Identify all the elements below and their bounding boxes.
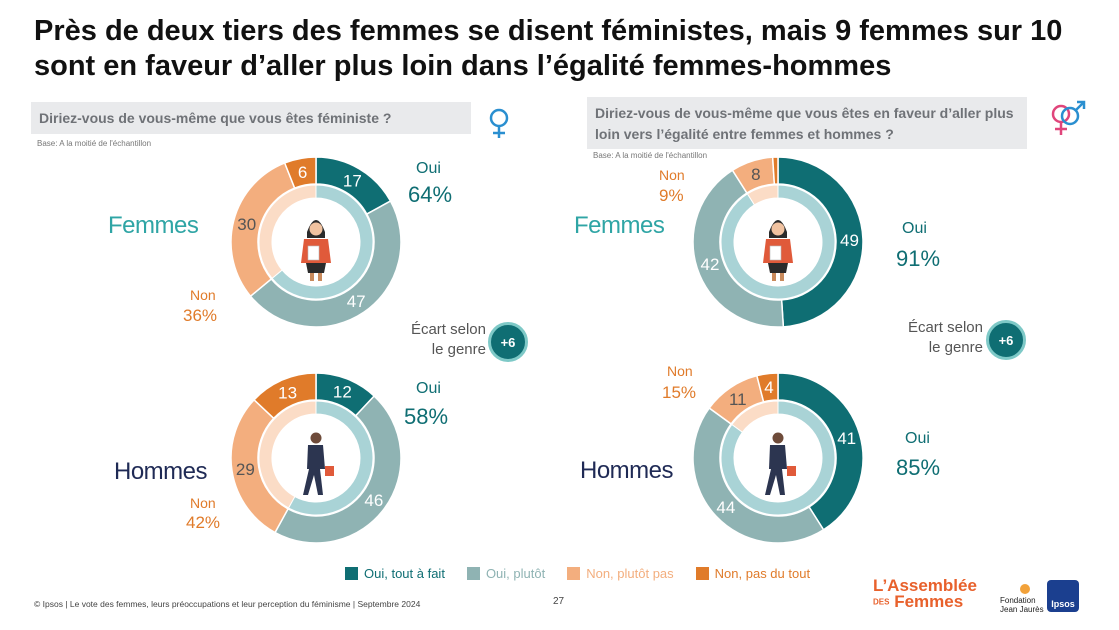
female-symbol-icon bbox=[489, 108, 509, 138]
oui-label: Oui bbox=[416, 160, 441, 177]
segment-value-label: 30 bbox=[237, 215, 256, 234]
segment-value-label: 42 bbox=[701, 255, 720, 274]
man-figure-icon bbox=[765, 432, 796, 495]
segment-value-label: 29 bbox=[236, 460, 255, 479]
page-title: Près de deux tiers des femmes se disent … bbox=[34, 15, 1063, 82]
footer-source: © Ipsos | Le vote des femmes, leurs préo… bbox=[34, 599, 421, 609]
inner-ring-oui bbox=[720, 184, 836, 300]
oui-label: Oui bbox=[416, 380, 441, 397]
inner-ring-non bbox=[258, 184, 317, 280]
woman-figure-icon bbox=[763, 220, 793, 281]
segment-value-label: 6 bbox=[298, 163, 307, 182]
legend-item-non-pas-du-tout: Non, pas du tout bbox=[695, 566, 810, 581]
base-note-left: Base: A la moitié de l'échantillon bbox=[37, 139, 152, 148]
donut-segment-4 bbox=[755, 372, 779, 403]
oui-label: Oui bbox=[902, 220, 927, 237]
assemblee-des-femmes-logo: L’Assemblée DES Femmes bbox=[873, 576, 977, 611]
donut-segment-4 bbox=[771, 156, 779, 185]
donut-segment-4 bbox=[252, 372, 317, 420]
segment-value-label: 11 bbox=[729, 390, 747, 409]
donut-segment-2 bbox=[692, 406, 825, 544]
non-label: Non bbox=[667, 363, 693, 379]
donut-segment-2 bbox=[274, 394, 402, 544]
oui-label: Oui bbox=[905, 430, 930, 447]
segment-value-label: 4 bbox=[764, 378, 773, 397]
non-total: 36% bbox=[183, 306, 218, 325]
woman-figure-icon bbox=[301, 220, 331, 281]
group-label-hommes-left: Hommes bbox=[114, 458, 208, 485]
segment-value-label: 41 bbox=[837, 429, 856, 448]
donut-chart-equality-femmes: 49 42 8 bbox=[692, 156, 864, 328]
gender-gap-label-right: Écart selon le genre bbox=[907, 319, 983, 356]
non-label: Non bbox=[659, 167, 685, 183]
gender-gap-badge-right: +6 bbox=[986, 320, 1026, 360]
page-number: 27 bbox=[553, 596, 565, 607]
legend-swatch bbox=[567, 567, 581, 580]
oui-total: 64% bbox=[408, 182, 453, 207]
chart-legend: Oui, tout à fait Oui, plutôt Non, plutôt… bbox=[345, 566, 810, 581]
segment-value-label: 46 bbox=[364, 491, 383, 510]
question-box-equality: Diriez-vous de vous-même que vous êtes e… bbox=[587, 97, 1027, 149]
ipsos-logo: Ipsos bbox=[1047, 580, 1079, 612]
segment-value-label: 13 bbox=[278, 383, 297, 402]
fondation-jean-jaures-logo: Fondation Jean Jaurès bbox=[1000, 584, 1044, 614]
donut-chart-feminist-hommes: 12 46 29 13 bbox=[230, 372, 402, 544]
non-total: 15% bbox=[662, 383, 697, 402]
man-figure-icon bbox=[303, 432, 334, 495]
segment-value-label: 49 bbox=[840, 231, 859, 250]
group-label-femmes-left: Femmes bbox=[108, 212, 199, 239]
gender-gap-label-left: Écart selon le genre bbox=[410, 321, 486, 358]
question-box-feminist: Diriez-vous de vous-même que vous êtes f… bbox=[31, 102, 471, 134]
legend-swatch bbox=[466, 567, 480, 580]
base-note-right: Base: A la moitié de l'échantillon bbox=[593, 151, 708, 160]
legend-item-oui-tout-a-fait: Oui, tout à fait bbox=[345, 566, 445, 581]
inner-ring-non bbox=[746, 184, 779, 206]
donut-segment-1 bbox=[777, 372, 864, 531]
gender-gap-badge-left: +6 bbox=[488, 322, 528, 362]
male-female-symbol-icon bbox=[1051, 100, 1086, 135]
donut-chart-equality-hommes: 41 44 11 4 bbox=[692, 372, 864, 544]
donut-segment-2 bbox=[249, 200, 402, 328]
segment-value-label: 44 bbox=[716, 498, 735, 517]
group-label-femmes-right: Femmes bbox=[574, 212, 665, 239]
inner-ring-oui bbox=[720, 400, 836, 516]
non-total: 42% bbox=[186, 513, 221, 532]
donut-segment-1 bbox=[777, 156, 864, 328]
jaures-dot-icon bbox=[1020, 584, 1030, 594]
oui-total: 91% bbox=[896, 246, 941, 271]
non-label: Non bbox=[190, 495, 216, 511]
segment-value-label: 8 bbox=[751, 165, 760, 184]
segment-value-label: 12 bbox=[333, 383, 352, 402]
donut-chart-feminist-femmes: 17 47 30 6 bbox=[230, 156, 402, 328]
donut-segment-2 bbox=[692, 169, 785, 328]
group-label-hommes-right: Hommes bbox=[580, 457, 674, 484]
legend-item-oui-plutot: Oui, plutôt bbox=[466, 566, 545, 581]
segment-value-label: 17 bbox=[343, 171, 362, 190]
inner-ring-non bbox=[731, 400, 779, 433]
non-total: 9% bbox=[659, 186, 684, 205]
legend-item-non-plutot-pas: Non, plutôt pas bbox=[567, 566, 674, 581]
inner-ring-non bbox=[258, 400, 317, 509]
donut-segment-4 bbox=[283, 156, 317, 190]
oui-total: 85% bbox=[896, 455, 941, 480]
oui-total: 58% bbox=[404, 404, 449, 429]
legend-swatch bbox=[345, 567, 358, 580]
segment-value-label: 47 bbox=[347, 292, 366, 311]
legend-swatch bbox=[695, 567, 709, 580]
non-label: Non bbox=[190, 287, 216, 303]
